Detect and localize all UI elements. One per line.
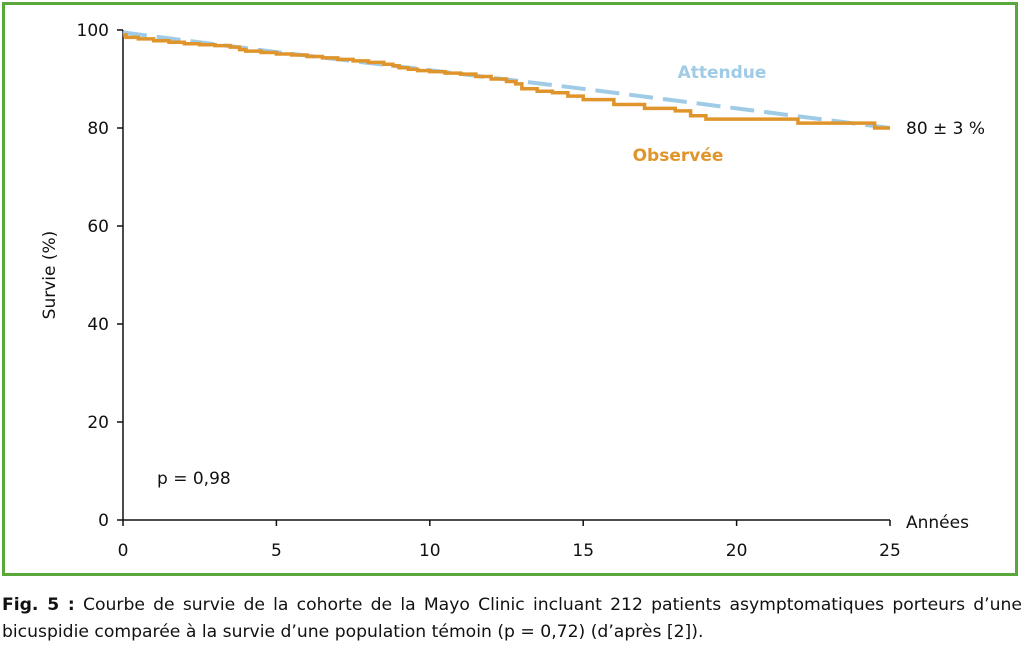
x-axis-label: Années [906, 513, 969, 533]
expected-legend-label: Attendue [678, 63, 767, 83]
caption-text: Courbe de survie de la cohorte de la May… [2, 595, 1023, 642]
y-tick-label: 20 [87, 413, 109, 433]
x-tick-label: 15 [572, 541, 594, 561]
observed-legend-label: Observée [633, 146, 724, 166]
x-tick-label: 0 [118, 541, 129, 561]
observed-line [123, 33, 890, 130]
y-tick-label: 60 [87, 217, 109, 237]
figure-caption: Fig. 5 : Courbe de survie de la cohorte … [2, 592, 1022, 646]
y-axis-label: Survie (%) [40, 231, 60, 320]
x-tick-label: 10 [419, 541, 441, 561]
y-tick-label: 80 [87, 119, 109, 139]
y-tick-label: 0 [98, 511, 109, 531]
observed-series [123, 33, 890, 130]
x-tick-label: 5 [271, 541, 282, 561]
figure-frame [2, 2, 1018, 576]
caption-label: Fig. 5 : [2, 595, 75, 615]
x-tick-label: 25 [879, 541, 901, 561]
chart-labels: Survie (%) Années Attendue Observée 80 ± 3 %… [40, 63, 985, 533]
y-tick-label: 40 [87, 315, 109, 335]
axes: 0 20 40 60 80 100 0 5 10 15 20 25 [77, 21, 901, 561]
x-tick-label: 20 [726, 541, 748, 561]
end-value-annotation: 80 ± 3 % [906, 119, 985, 139]
y-tick-label: 100 [77, 21, 109, 41]
survival-chart: 0 20 40 60 80 100 0 5 10 15 20 25 Survie (%) Années A… [40, 21, 985, 561]
p-value-annotation: p = 0,98 [157, 469, 231, 489]
